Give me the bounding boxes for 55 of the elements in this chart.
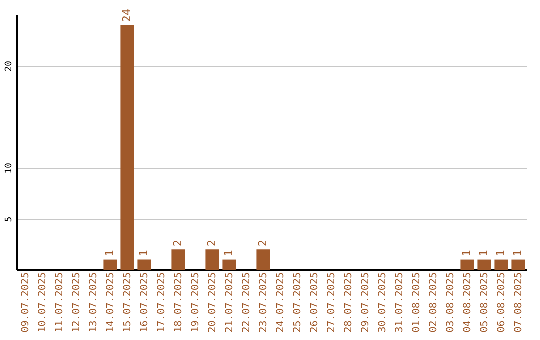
data-label: 1 [138,250,150,257]
y-tick-label: 5 [4,216,14,222]
x-tick-label: 07.08.2025 [514,272,524,333]
x-tick-label: 27.07.2025 [326,272,338,333]
bar [138,260,152,270]
bar [172,250,186,270]
data-label: 1 [494,250,508,257]
bar [120,25,134,270]
data-label: 2 [206,240,218,247]
x-tick-label: 31.07.2025 [394,272,406,333]
x-tick-label: 02.08.2025 [428,272,440,333]
x-tick-label: 09.07.2025 [20,272,32,333]
data-label: 1 [460,250,474,257]
x-tick-label: 16.07.2025 [140,272,150,333]
x-tick-label: 22.07.2025 [242,272,252,333]
x-tick-label: 17.07.2025 [156,272,168,333]
x-tick-label: 12.07.2025 [72,272,82,333]
bar [222,260,236,270]
bar [256,250,270,270]
x-tick-label: 04.08.2025 [462,272,474,333]
data-label: 1 [222,250,236,257]
data-label: 24 [120,8,134,22]
data-label: 2 [172,240,184,247]
x-tick-label: 25.07.2025 [292,272,304,333]
x-tick-label: 14.07.2025 [106,272,116,333]
x-tick-label: 19.07.2025 [190,272,202,333]
x-tick-label: 13.07.2025 [88,272,100,333]
bar [104,260,118,270]
x-tick-label: 18.07.2025 [174,272,184,333]
x-tick-label: 29.07.2025 [360,272,372,333]
x-tick-label: 20.07.2025 [208,272,218,333]
x-tick-label: 15.07.2025 [122,272,134,333]
data-label: 2 [256,240,270,247]
y-tick-label: 10 [4,163,14,174]
data-label: 1 [512,250,524,257]
x-tick-label: 21.07.2025 [224,272,236,333]
x-tick-label: 11.07.2025 [54,272,66,333]
x-tick-label: 01.08.2025 [412,272,422,333]
bar [512,260,526,270]
x-tick-label: 03.08.2025 [446,272,456,333]
x-tick-label: 26.07.2025 [310,272,320,333]
bar [206,250,220,270]
data-label: 1 [104,250,116,257]
x-tick-label: 28.07.2025 [344,272,354,333]
x-tick-label: 10.07.2025 [38,272,48,333]
y-tick-label: 20 [4,61,14,72]
bar [460,260,474,270]
x-tick-label: 05.08.2025 [480,272,490,333]
bar [494,260,508,270]
data-label: 1 [478,250,490,257]
bar [478,260,492,270]
x-tick-label: 23.07.2025 [258,272,270,333]
x-tick-label: 06.08.2025 [496,272,508,333]
x-tick-label: 30.07.2025 [378,272,388,333]
x-tick-label: 24.07.2025 [276,272,286,333]
